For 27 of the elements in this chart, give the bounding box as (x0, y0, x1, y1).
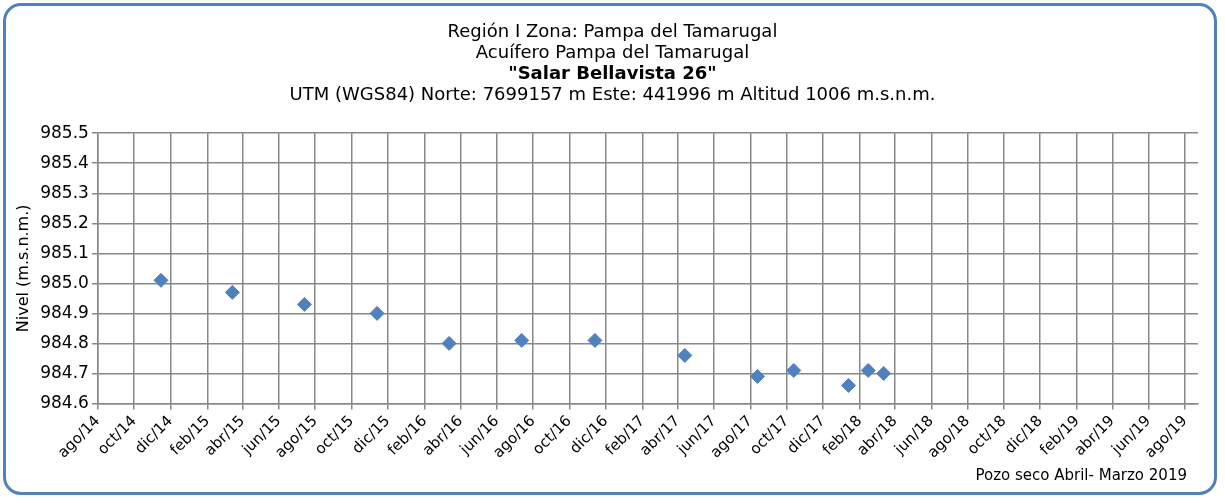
point (514, 332, 530, 348)
text: Pozo seco Abril- Marzo 2019 (975, 466, 1187, 484)
point (153, 272, 169, 288)
point (749, 368, 765, 384)
y-tick-label: 984.7 (40, 361, 89, 382)
point (677, 347, 693, 363)
y-tick-label: 984.8 (40, 331, 89, 352)
chart-title: Región I Zona: Pampa del Tamarugal Acuífero Pampa del Tamarugal "Salar Bellavista 26" (446, 20, 779, 83)
point (369, 305, 385, 321)
point (860, 362, 876, 378)
point (224, 284, 240, 300)
y-tick-label: 984.6 (40, 391, 89, 412)
chart-subtitle: UTM (WGS84) Norte: 7699157 m Este: 441996 m Altitud 1006 m.s.n.m. (288, 83, 937, 104)
y-tick-label: 984.9 (40, 301, 89, 322)
y-tick-label: 985.5 (40, 121, 89, 142)
y-axis-title: Nivel (m.s.n.m.) (12, 204, 32, 333)
y-tick-label: 985.0 (40, 271, 89, 292)
point (841, 377, 857, 393)
y-tick-label: 985.2 (40, 211, 89, 232)
point (441, 335, 457, 351)
point (876, 365, 892, 381)
point (786, 362, 802, 378)
point (296, 296, 312, 312)
y-tick-label: 985.4 (40, 151, 89, 172)
y-tick-label: 985.3 (40, 181, 89, 202)
point (587, 332, 603, 348)
y-tick-label: 985.1 (40, 241, 89, 262)
